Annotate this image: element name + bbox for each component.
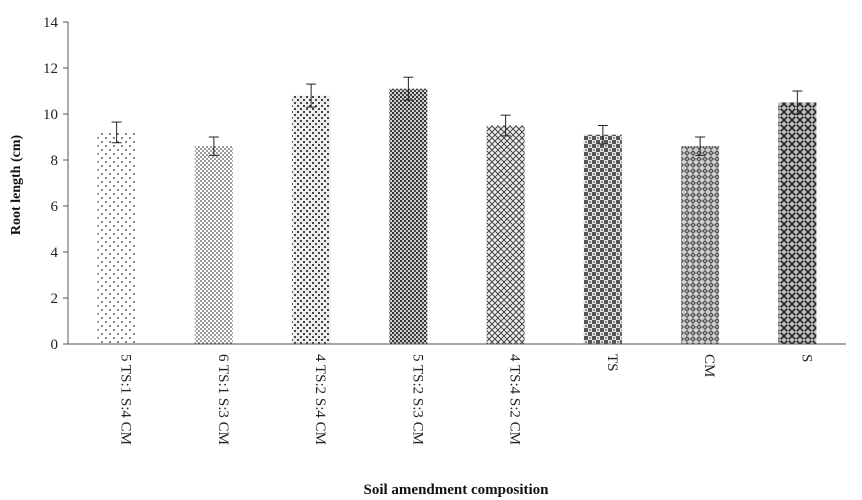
- bar: [681, 146, 720, 344]
- y-tick-label: 8: [51, 153, 59, 169]
- bar: [583, 134, 622, 344]
- bar: [486, 125, 525, 344]
- bar: [97, 132, 136, 344]
- x-tick-label: S: [798, 354, 814, 362]
- bar: [194, 146, 233, 344]
- x-tick-label: 4 TS:2 S:4 CM: [312, 354, 328, 445]
- y-tick-label: 6: [51, 199, 59, 215]
- bar: [389, 88, 428, 344]
- x-axis-ticks: 5 TS:1 S:4 CM 6 TS:1 S:3 CM 4 TS:2 S:4 CM 5…: [118, 354, 815, 445]
- bar: [778, 102, 817, 344]
- y-tick-label: 4: [51, 245, 59, 261]
- y-axis-title: Root length (cm): [9, 135, 24, 236]
- bars: [97, 88, 817, 344]
- x-tick-label: 6 TS:1 S:3 CM: [215, 354, 231, 445]
- x-tick-label: 4 TS:4 S:2 CM: [507, 354, 523, 445]
- x-tick-label: 5 TS:1 S:4 CM: [118, 354, 134, 445]
- y-tick-label: 10: [43, 107, 58, 123]
- x-tick-label: CM: [701, 354, 717, 377]
- x-tick-label: TS: [604, 354, 620, 372]
- y-tick-label: 0: [51, 337, 59, 353]
- y-tick-label: 14: [43, 15, 59, 31]
- y-tick-label: 2: [51, 291, 59, 307]
- bar: [292, 95, 331, 344]
- error-bars: [111, 76, 803, 156]
- x-tick-label: 5 TS:2 S:3 CM: [409, 354, 425, 445]
- y-axis-ticks: 0 2 4 6 8 10 12 14: [43, 15, 68, 353]
- y-tick-label: 12: [43, 61, 58, 77]
- x-axis-title: Soil amendment composition: [363, 482, 549, 498]
